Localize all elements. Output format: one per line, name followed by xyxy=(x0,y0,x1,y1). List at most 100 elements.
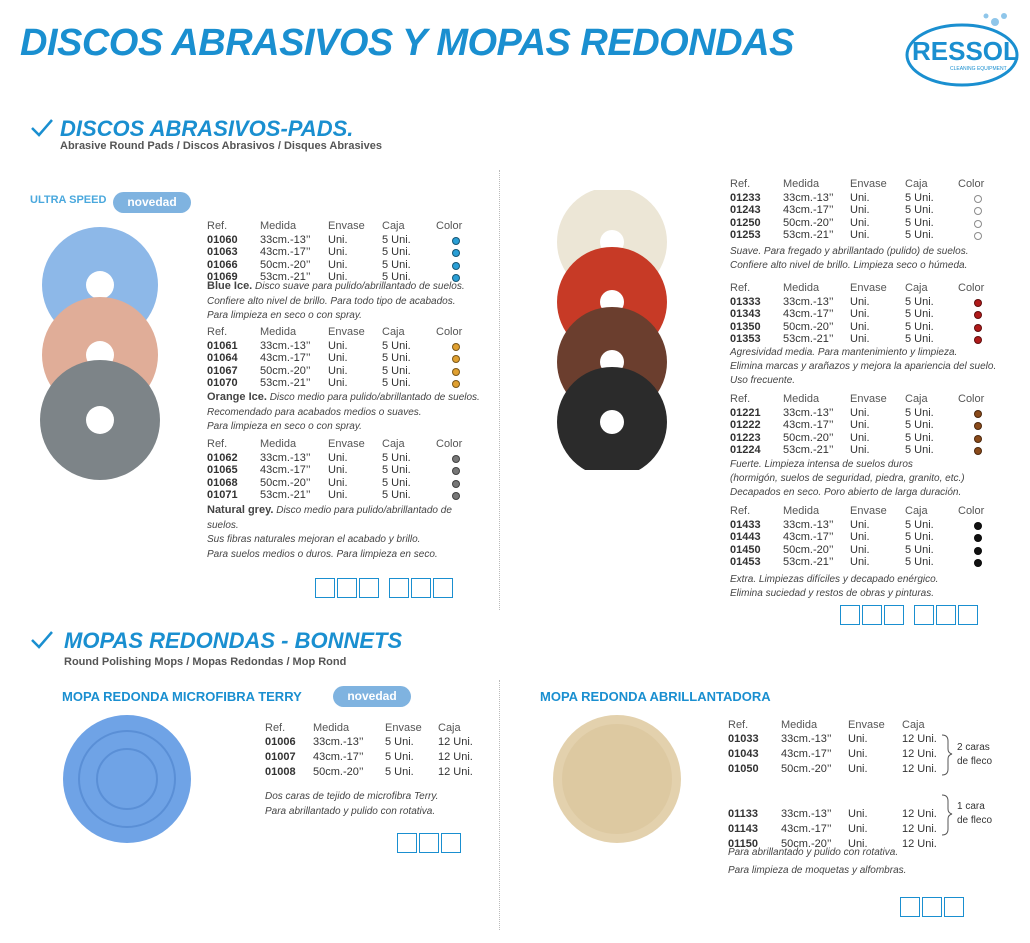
description: (hormigón, suelos de seguridad, piedra, … xyxy=(730,473,965,484)
table-cell: 43cm.-17’’ xyxy=(783,419,834,432)
ref-cell: 01433 xyxy=(730,519,761,531)
divider xyxy=(499,170,500,610)
table-cell: 5 Uni. xyxy=(382,340,411,352)
table-cell: 33cm.-13’’ xyxy=(781,733,832,745)
description: Uso frecuente. xyxy=(730,375,796,386)
table-cell: 5 Uni. xyxy=(905,543,934,556)
color-dot xyxy=(974,434,982,443)
logo-text: RESSOL xyxy=(912,36,1019,66)
usage-icon xyxy=(862,605,882,625)
ref-cell: 01223 xyxy=(730,431,761,444)
table-cell: Uni. xyxy=(850,543,870,556)
table-cell: 5 Uni. xyxy=(385,751,414,763)
usage-icon xyxy=(900,897,920,917)
table-cell: 5 Uni. xyxy=(905,308,934,321)
column-header: Color xyxy=(436,326,463,338)
product-name: Blue Ice. xyxy=(207,280,253,292)
table-cell: Uni. xyxy=(328,452,348,464)
ref-cell: 01133 xyxy=(728,808,758,820)
table-cell: Uni. xyxy=(848,838,868,850)
column-header: Envase xyxy=(328,438,365,450)
table-cell: Uni. xyxy=(850,519,870,531)
table-cell: 43cm.-17’’ xyxy=(781,748,832,760)
color-dot xyxy=(974,207,982,216)
ref-cell: 01070 xyxy=(207,376,238,389)
table-cell: 5 Uni. xyxy=(382,488,411,501)
ref-cell: 01350 xyxy=(730,320,761,333)
bracket-label: 1 cara xyxy=(957,801,985,812)
pads-image-left xyxy=(40,227,160,480)
column-header: Envase xyxy=(848,719,885,731)
table-cell: Uni. xyxy=(848,733,868,745)
table-cell: Uni. xyxy=(328,376,348,389)
usage-icon xyxy=(958,605,978,625)
ref-cell: 01007 xyxy=(265,751,296,763)
table-cell: Uni. xyxy=(850,531,870,544)
description: Sus fibras naturales mejoran el acabado … xyxy=(207,534,421,545)
column-header: Caja xyxy=(905,393,928,405)
table-cell: 12 Uni. xyxy=(902,823,937,835)
column-header: Caja xyxy=(382,438,405,450)
column-header: Medida xyxy=(781,719,818,731)
description: Para limpieza en seco o con spray. xyxy=(207,421,362,432)
color-dot xyxy=(974,534,982,543)
product-name: Natural grey. xyxy=(207,504,274,516)
column-header: Color xyxy=(436,220,463,232)
table-cell: 33cm.-13’’ xyxy=(783,192,834,204)
table-cell: Uni. xyxy=(850,555,870,568)
table-cell: 12 Uni. xyxy=(902,763,937,775)
column-header: Color xyxy=(436,438,463,450)
color-dot xyxy=(974,546,982,555)
ref-cell: 01353 xyxy=(730,332,761,345)
ref-cell: 01063 xyxy=(207,246,238,259)
table-cell: Uni. xyxy=(328,488,348,501)
column-header: Medida xyxy=(783,178,820,190)
table-cell: 5 Uni. xyxy=(905,531,934,544)
color-dot xyxy=(452,261,460,270)
usage-icon xyxy=(914,605,934,625)
new-badge: novedad xyxy=(333,686,411,707)
ref-cell: 01222 xyxy=(730,419,761,432)
table-cell: Uni. xyxy=(328,234,348,246)
column-header: Ref. xyxy=(265,722,286,734)
column-header: Medida xyxy=(260,326,297,338)
table-cell: Uni. xyxy=(328,464,348,477)
table-cell: 50cm.-20’’ xyxy=(781,763,832,775)
table-cell: 12 Uni. xyxy=(438,736,473,748)
usage-icon xyxy=(441,833,461,853)
color-dot xyxy=(974,558,982,567)
product-title: MOPA REDONDA ABRILLANTADORA xyxy=(540,689,771,704)
column-header: Color xyxy=(958,282,985,294)
table-cell: 5 Uni. xyxy=(905,192,934,204)
color-dot xyxy=(452,367,460,376)
table-cell: 43cm.-17’’ xyxy=(313,751,364,763)
table-cell: Uni. xyxy=(850,296,870,308)
description: Confiere alto nivel de brillo. Para todo… xyxy=(207,295,456,307)
table-cell: 53cm.-21’’ xyxy=(783,443,834,456)
description: Recomendado para acabados medios o suave… xyxy=(207,406,422,418)
color-dot xyxy=(974,195,982,203)
description: Suave. Para fregado y abrillantado (puli… xyxy=(730,246,969,257)
color-dot xyxy=(974,422,982,431)
ref-cell: 01450 xyxy=(730,543,761,556)
check-icon xyxy=(31,119,53,137)
table-cell: 5 Uni. xyxy=(382,476,411,489)
color-dot xyxy=(974,231,982,240)
brackets xyxy=(941,734,953,836)
usage-icon xyxy=(411,578,431,598)
column-header: Ref. xyxy=(730,393,751,405)
table-cell: 43cm.-17’’ xyxy=(260,464,311,477)
table-cell: Uni. xyxy=(328,246,348,259)
ref-cell: 01067 xyxy=(207,364,238,377)
table-cell: 43cm.-17’’ xyxy=(260,352,311,365)
column-header: Envase xyxy=(328,326,365,338)
ref-cell: 01453 xyxy=(730,555,761,568)
usage-icon xyxy=(884,605,904,625)
column-header: Caja xyxy=(905,178,928,190)
table-cell: Uni. xyxy=(850,431,870,444)
column-header: Caja xyxy=(905,505,928,517)
description: Elimina marcas y arañazos y mejora la ap… xyxy=(730,361,997,372)
table-cell: Uni. xyxy=(328,476,348,489)
column-header: Ref. xyxy=(207,220,228,232)
table-cell: 5 Uni. xyxy=(382,464,411,477)
